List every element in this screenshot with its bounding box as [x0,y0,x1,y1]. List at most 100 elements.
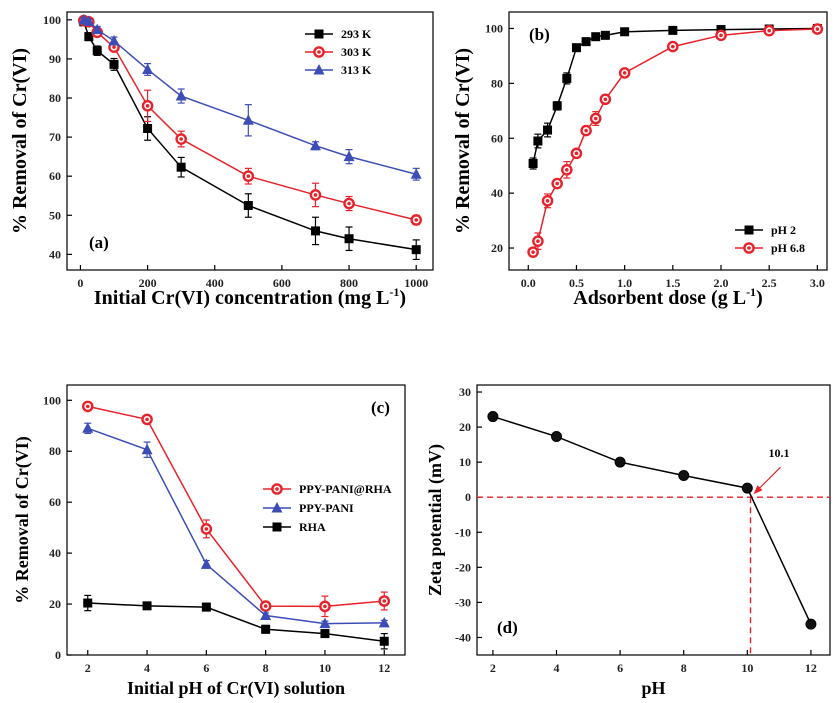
data-point [92,46,102,56]
data-point [668,25,678,35]
chart-panel-4: 2 4 6 8 10 12 -40 -30 -20 -10 0 10 20 30 pH Zeta potent… [425,384,831,698]
data-point-center [622,71,627,75]
legend: 293 K 303 K 313 K [305,27,372,77]
data-point [571,43,581,53]
legend-entry: 293 K [341,27,372,41]
data-point [528,159,538,169]
y-tick-label: -30 [455,595,471,609]
plot-frame [508,11,828,271]
legend-marker-center [317,50,321,54]
data-point [343,150,355,162]
data-point-center [815,27,820,31]
data-point [552,101,562,111]
legend-marker [271,502,283,513]
legend-entry: pH 2 [771,223,796,237]
data-point [620,27,630,37]
data-point [805,618,817,630]
data-point [411,245,421,255]
series-line [83,19,417,221]
data-point [543,125,553,135]
y-tick-label: 80 [49,91,61,105]
panel-label: (d) [497,618,518,637]
data-point-center [347,201,351,206]
legend-entry: PPY-PANI@RHA [299,482,392,496]
y-axis-label: Zeta potential (mV) [425,444,446,596]
y-tick-label: 40 [49,247,61,261]
legend-entry: 313 K [341,63,372,77]
y-tick-label: 40 [49,546,61,560]
x-tick-label: 0 [77,276,83,290]
panel-label: (c) [371,398,390,417]
data-point [91,23,103,35]
x-tick-label: 1.0 [617,276,632,290]
legend-entry: pH 6.8 [771,241,805,255]
data-point-center [593,116,598,121]
data-point [600,30,610,40]
series-line [83,21,417,251]
legend-entry: 303 K [341,45,372,59]
legend-marker [272,522,282,532]
legend-marker [744,225,754,235]
y-tick-label: -40 [455,630,471,644]
data-point [591,32,601,42]
legend-marker-center [747,246,751,250]
x-axis-label: Adsorbent dose (g L-1) [573,285,762,309]
x-tick-label: 6 [617,661,623,675]
y-tick-label: 80 [491,76,503,90]
y-tick-label: 60 [49,495,61,509]
x-tick-label: 6 [203,661,209,675]
data-point [310,226,320,236]
x-tick-label: 8 [263,661,269,675]
data-point-center [574,151,579,156]
y-tick-label: 10 [459,455,471,469]
data-point [533,136,543,146]
data-point-center [204,527,209,531]
data-point [320,629,330,639]
y-tick-label: -10 [455,525,471,539]
y-tick-label: 40 [491,186,503,200]
data-point-center [313,193,318,197]
data-point [487,411,499,423]
y-tick-label: 80 [49,444,61,458]
legend: PPY-PANI@RHA PPY-PANI RHA [263,482,392,534]
x-tick-label: 4 [144,661,150,675]
x-tick-label: 400 [206,276,224,290]
data-point [741,482,753,494]
y-axis-label: % Removal of Cr(VI) [9,48,31,234]
plot-frame [476,384,831,656]
y-tick-label: 60 [49,169,61,183]
data-point-center [145,104,150,108]
x-tick-label: 1000 [404,276,428,290]
chart-panel-1: 0 200 400 600 800 1000 40 50 60 70 80 90 100 Initial … [9,11,434,309]
panel-label: (a) [89,233,109,252]
series-line [87,427,385,625]
plot-frame [66,11,434,271]
data-point [344,234,354,244]
data-point-center [263,604,268,608]
chart-panel-2: 0.0 0.5 1.0 1.5 2.0 2.5 3.0 20 40 60 80 100 Adsorben… [452,11,828,309]
data-point-center [112,45,116,49]
data-point-center [179,137,183,141]
data-point-center [767,28,771,33]
series-line [87,602,385,642]
legend-marker-center [275,487,279,491]
x-tick-label: 8 [681,661,687,675]
legend: pH 2 pH 6.8 [735,223,805,255]
plot-frame [66,384,406,656]
data-point-center [584,128,588,133]
x-tick-label: 0.5 [569,276,584,290]
data-point-center [85,404,90,409]
x-axis-label: Initial Cr(VI) concentration (mg L-1) [94,285,406,309]
y-tick-label: 100 [43,393,61,407]
x-tick-label: 200 [139,276,157,290]
data-point [84,32,94,42]
x-tick-label: 10 [741,661,753,675]
data-point [141,443,153,455]
series-3 [78,13,422,181]
x-axis-label: pH [641,678,665,698]
x-tick-label: 12 [805,661,817,675]
y-tick-label: 30 [459,385,471,399]
data-point-center [145,417,149,422]
legend-entry: RHA [299,520,326,534]
